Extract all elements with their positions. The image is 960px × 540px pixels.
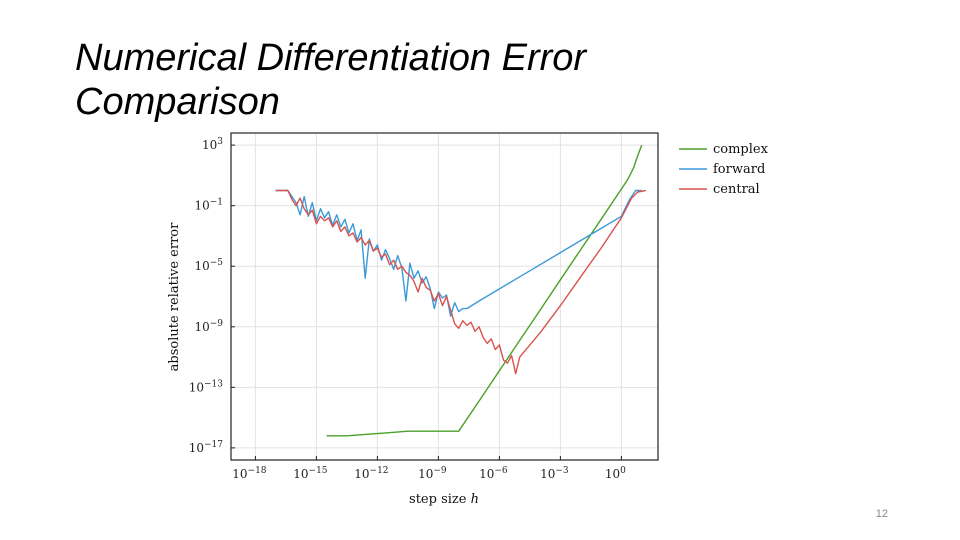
series-lines	[275, 144, 646, 437]
x-tick-label: 100	[605, 466, 626, 481]
x-axis-ticks: 10−18 10−15 10−12 10−9 10−6 10−3 100	[232, 456, 626, 481]
plot-frame	[230, 132, 659, 461]
series-line-central	[275, 189, 646, 375]
y-axis-ticks: 103 10−1 10−5 10−9 10−13 10−17	[189, 137, 235, 455]
slide-title: Numerical Differentiation Error Comparis…	[75, 37, 587, 123]
y-axis-label: absolute relative error	[167, 222, 182, 371]
legend-label-central: central	[713, 182, 760, 197]
x-axis-label: step size h	[409, 492, 479, 507]
series-line-complex	[326, 144, 643, 437]
page-number: 12	[875, 508, 888, 520]
legend: complex forward central	[679, 142, 769, 197]
legend-label-complex: complex	[713, 142, 769, 157]
chart-grid	[231, 133, 658, 460]
x-tick-label: 10−9	[418, 466, 447, 481]
series-line-forward	[275, 189, 642, 317]
y-tick-label: 10−5	[194, 258, 223, 273]
x-tick-label: 10−12	[354, 466, 388, 481]
y-tick-label: 10−13	[189, 379, 224, 394]
x-tick-label: 10−3	[540, 466, 569, 481]
x-tick-label: 10−15	[293, 466, 328, 481]
y-tick-label: 10−9	[194, 319, 223, 334]
x-tick-label: 10−6	[479, 466, 508, 481]
y-tick-label: 103	[202, 137, 223, 152]
legend-label-forward: forward	[713, 162, 765, 177]
x-tick-label: 10−18	[232, 466, 267, 481]
y-tick-label: 10−1	[194, 198, 223, 213]
y-tick-label: 10−17	[189, 440, 224, 455]
